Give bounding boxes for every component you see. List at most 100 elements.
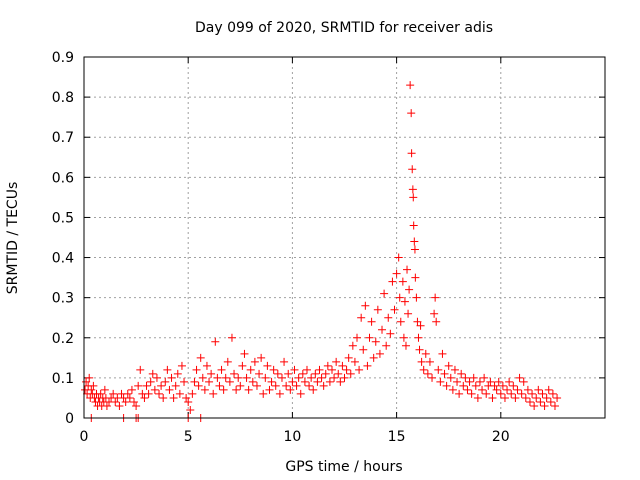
data-point (408, 165, 417, 174)
data-point (513, 385, 522, 394)
data-point (478, 385, 487, 394)
data-point (530, 401, 539, 410)
y-tick-label: 0.9 (52, 50, 74, 66)
data-point (302, 365, 311, 374)
data-point (173, 369, 182, 378)
data-point (159, 393, 168, 402)
data-points (81, 81, 562, 422)
data-point (219, 385, 228, 394)
data-point (250, 357, 259, 366)
data-point (242, 373, 251, 382)
data-point (523, 385, 532, 394)
data-point (503, 385, 512, 394)
data-point (332, 357, 341, 366)
data-point (323, 361, 332, 370)
y-tick-label: 0 (65, 411, 74, 427)
data-point (505, 377, 514, 386)
data-point (275, 389, 284, 398)
data-point (282, 381, 291, 390)
y-tick-label: 0.5 (52, 210, 74, 226)
data-point (213, 373, 222, 382)
data-point (89, 381, 98, 390)
data-point (521, 393, 530, 402)
data-point (453, 377, 462, 386)
data-point (425, 357, 434, 366)
data-point (415, 345, 424, 354)
data-point (240, 349, 249, 358)
data-point (246, 365, 255, 374)
data-point (342, 365, 351, 374)
data-point (152, 373, 161, 382)
data-point (340, 373, 349, 382)
data-point (540, 401, 549, 410)
data-point (384, 313, 393, 322)
data-point (542, 393, 551, 402)
data-point (492, 385, 501, 394)
data-point (111, 397, 120, 406)
data-point (534, 385, 543, 394)
data-point (257, 353, 266, 362)
data-point (165, 385, 174, 394)
data-point (475, 377, 484, 386)
data-point (144, 389, 153, 398)
data-point (127, 385, 136, 394)
data-point (528, 389, 537, 398)
data-point (280, 357, 289, 366)
data-point (355, 365, 364, 374)
data-point (412, 293, 421, 302)
data-point (394, 253, 403, 262)
data-point (298, 369, 307, 378)
data-point (338, 361, 347, 370)
data-point (434, 365, 443, 374)
data-point (82, 377, 91, 386)
data-point (238, 361, 247, 370)
data-point (359, 345, 368, 354)
data-point (399, 333, 408, 342)
data-point (252, 381, 261, 390)
data-point (132, 401, 141, 410)
data-point (157, 381, 166, 390)
data-point (182, 393, 191, 402)
data-point (378, 325, 387, 334)
data-point (300, 377, 309, 386)
data-point (175, 389, 184, 398)
data-point (142, 381, 151, 390)
data-point (248, 377, 257, 386)
plot-frame (83, 56, 606, 419)
data-point (544, 385, 553, 394)
data-point (227, 333, 236, 342)
data-point (292, 381, 301, 390)
data-point (205, 377, 214, 386)
data-point (305, 381, 314, 390)
data-point (369, 353, 378, 362)
data-point (463, 385, 472, 394)
data-point (536, 397, 545, 406)
data-point (136, 365, 145, 374)
data-point (161, 377, 170, 386)
data-point (405, 285, 414, 294)
data-point (486, 377, 495, 386)
data-point (177, 361, 186, 370)
y-tick-label: 0.6 (52, 170, 74, 186)
data-point (317, 373, 326, 382)
chart-title: Day 099 of 2020, SRMTID for receiver adi… (195, 20, 493, 36)
data-point (546, 397, 555, 406)
data-point (406, 81, 415, 90)
data-point (482, 389, 491, 398)
data-point (286, 385, 295, 394)
data-point (171, 381, 180, 390)
data-point (382, 341, 391, 350)
data-point (273, 369, 282, 378)
data-point (169, 393, 178, 402)
data-point (313, 377, 322, 386)
data-point (296, 389, 305, 398)
data-point (346, 369, 355, 378)
data-point (96, 389, 105, 398)
data-point (330, 373, 339, 382)
data-point (311, 369, 320, 378)
axis-ticks: 0 0.1 0.2 0.3 0.4 0.5 0.6 0.7 0.8 0.9 0 5 10 15 20 (52, 50, 605, 445)
data-point (327, 365, 336, 374)
data-point (123, 389, 132, 398)
data-point (459, 381, 468, 390)
